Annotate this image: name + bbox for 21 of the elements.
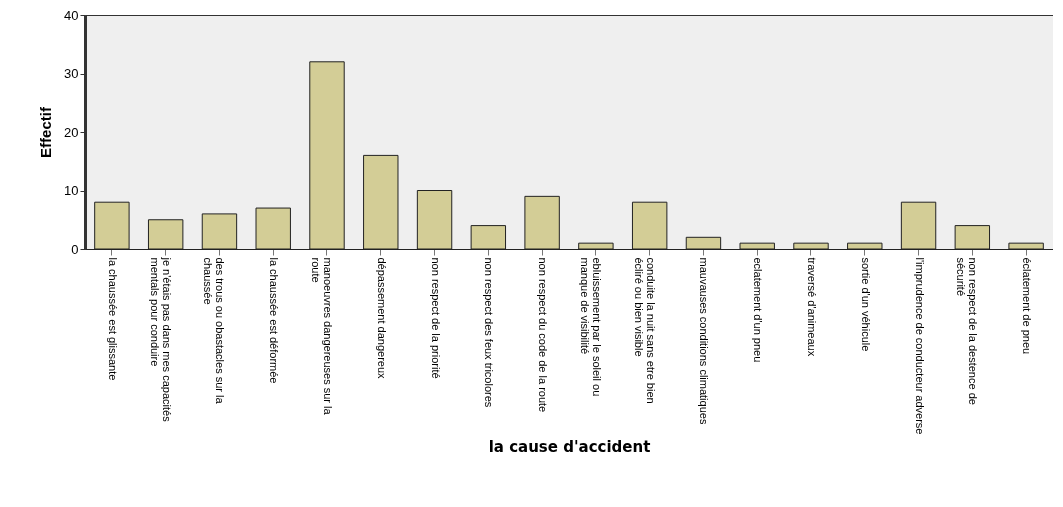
x-tick-label: non respect des feux tricolores	[483, 257, 496, 408]
x-tick-label: dépassement dangereux	[375, 257, 388, 380]
x-tick-label: eclatement d'un pneu	[752, 257, 765, 363]
x-tick-label: la chaussée est glissante	[106, 257, 119, 381]
x-tick-label: non respect de la destence de sécurité	[955, 257, 980, 405]
y-tick-label: 30	[64, 66, 79, 81]
x-axis-title: la cause d'accident	[488, 438, 651, 457]
x-tick-label: non respect du code de la route	[537, 257, 550, 413]
x-tick-label: non respect de la priorité	[429, 257, 442, 379]
x-tick-label: éclatement de pneu	[1021, 257, 1034, 355]
y-tick-label: 10	[64, 183, 79, 198]
x-tick-label: l'imprudence de conducteur adverse	[913, 257, 926, 435]
x-tick-label: la chaussée est déformée	[268, 257, 281, 384]
x-tick-label: manoeuvres dangereuses sur la route	[310, 257, 334, 416]
x-tick-label: sortie d'un véhicule	[859, 257, 872, 352]
x-tick-label: mauvauses conditions climatiques	[698, 257, 711, 425]
y-tick-label: 20	[64, 124, 79, 140]
x-tick-label: traversé d'animeaux	[806, 257, 818, 357]
y-axis-title: Effectif	[37, 106, 55, 158]
y-tick-label: 40	[64, 7, 79, 23]
y-tick-label: 0	[71, 241, 79, 257]
